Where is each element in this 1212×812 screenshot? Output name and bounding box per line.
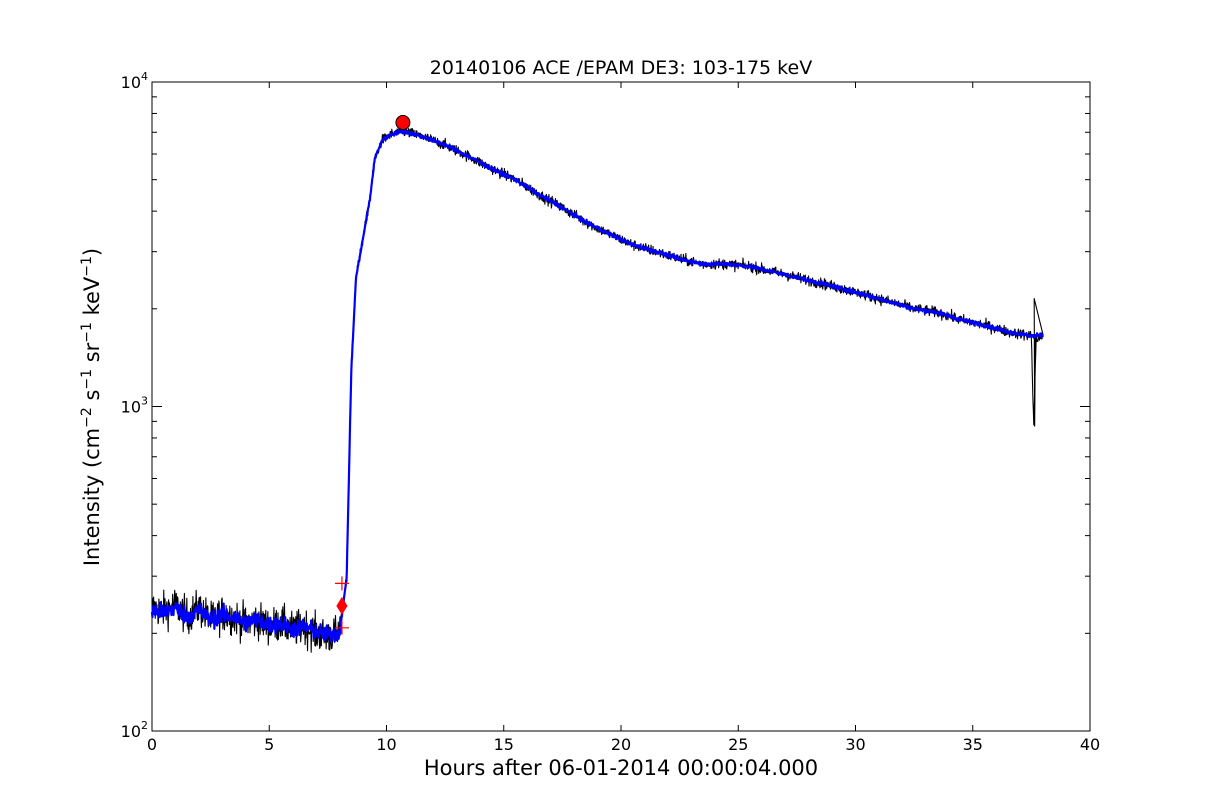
x-tick-label: 5 xyxy=(264,735,274,754)
series-line-raw xyxy=(151,125,1044,653)
y-label-s: s xyxy=(80,390,104,408)
y-label-exp4: −1 xyxy=(79,256,95,277)
y-label-exp3: −1 xyxy=(79,322,95,343)
x-tick-label: 35 xyxy=(963,735,983,754)
y-axis-label: Intensity (cm−2 s−1 sr−1 keV−1) xyxy=(79,248,104,566)
x-tick-label: 30 xyxy=(845,735,865,754)
onset-bound-marker xyxy=(334,620,349,635)
y-tick-label: 104 xyxy=(121,70,148,92)
tick-layer: 0 5 10 15 20 25 30 35 40 102 103 104 xyxy=(121,70,1101,754)
y-label-prefix: Intensity (cm xyxy=(80,428,104,566)
y-label-exp1: −2 xyxy=(79,407,95,428)
y-tick-label: 102 xyxy=(121,719,148,741)
y-label-sr: sr xyxy=(80,342,104,369)
marker-layer xyxy=(334,115,411,635)
x-tick-label: 20 xyxy=(611,735,631,754)
series-layer xyxy=(150,125,1044,653)
x-tick-label: 25 xyxy=(728,735,748,754)
series-line-smoothed xyxy=(150,128,1044,643)
y-label-exp2: −1 xyxy=(79,369,95,390)
onset-marker xyxy=(336,596,348,615)
y-label-suffix: ) xyxy=(80,248,104,256)
chart-title: 20140106 ACE /EPAM DE3: 103-175 keV xyxy=(430,57,812,79)
onset-bound-marker xyxy=(334,576,349,591)
y-tick-label: 103 xyxy=(121,395,148,417)
y-label-kev: keV xyxy=(80,276,104,322)
x-tick-label: 0 xyxy=(147,735,157,754)
x-tick-label: 10 xyxy=(376,735,396,754)
x-tick-label: 40 xyxy=(1080,735,1100,754)
x-tick-label: 15 xyxy=(494,735,514,754)
x-axis-label: Hours after 06-01-2014 00:00:04.000 xyxy=(424,756,818,780)
peak-marker xyxy=(395,115,411,131)
